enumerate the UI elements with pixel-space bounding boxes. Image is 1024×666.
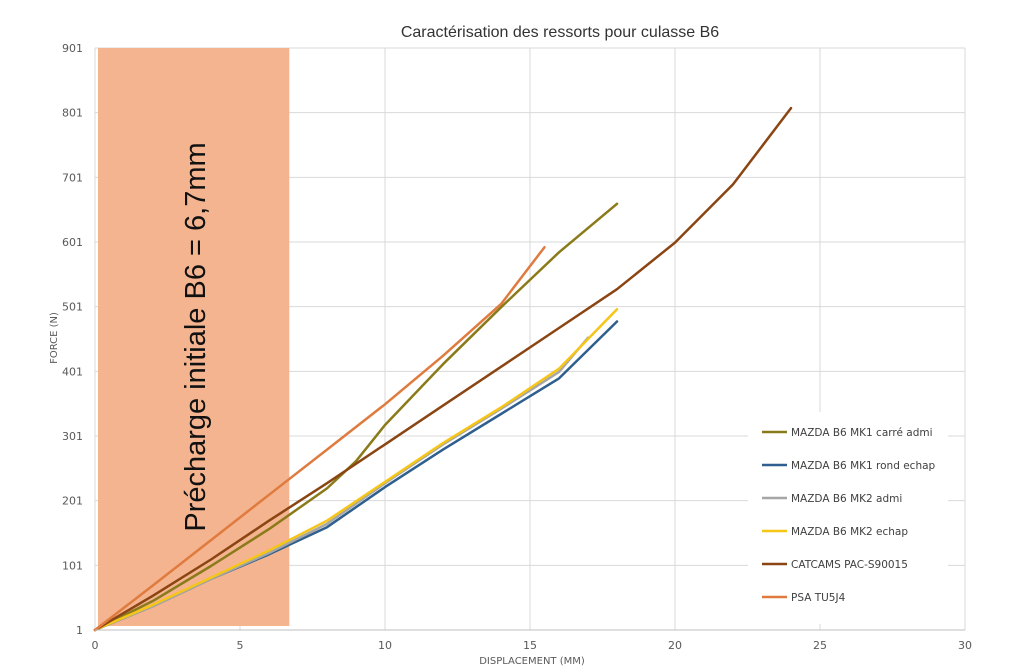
axes: 1 101 201 301 401 501 601 701 801 901 0 5 10 15 20 25 30 (62, 42, 972, 652)
y-tick-label: 401 (62, 365, 83, 378)
series-line-mazda-b6-mk2-echap (93, 308, 619, 632)
series-line-mazda-b6-mk1-carr-admi (93, 202, 619, 632)
y-tick-label: 601 (62, 236, 83, 249)
legend-label: CATCAMS PAC-S90015 (791, 559, 908, 571)
legend-label: MAZDA B6 MK1 rond echap (791, 460, 936, 472)
x-tick-label: 30 (958, 639, 972, 652)
legend-label: MAZDA B6 MK2 admi (791, 493, 902, 505)
x-tick-label: 20 (668, 639, 682, 652)
x-tick-label: 25 (813, 639, 827, 652)
y-tick-label: 201 (62, 495, 83, 508)
y-tick-label: 801 (62, 107, 83, 120)
legend-label: PSA TU5J4 (791, 592, 846, 604)
x-tick-label: 10 (378, 639, 392, 652)
preload-annotation: Précharge initiale B6 = 6,7mm (180, 142, 212, 531)
series-line-psa-tu5j4 (93, 245, 546, 632)
y-tick-label: 901 (62, 42, 83, 55)
shaded-region-layer: Précharge initiale B6 = 6,7mm (98, 48, 290, 626)
x-tick-label: 5 (237, 639, 244, 652)
y-axis-title: FORCE (N) (49, 312, 60, 364)
y-tick-label: 501 (62, 301, 83, 314)
x-tick-label: 15 (523, 639, 537, 652)
y-tick-label: 701 (62, 171, 83, 184)
x-tick-label: 0 (92, 639, 99, 652)
x-axis-title: DISPLACEMENT (MM) (479, 656, 585, 666)
legend-label: MAZDA B6 MK2 echap (791, 526, 908, 538)
y-tick-label: 301 (62, 430, 83, 443)
y-tick-label: 1 (76, 624, 83, 637)
legend-label: MAZDA B6 MK1 carré admi (791, 427, 933, 439)
chart-title: Caractérisation des ressorts pour culass… (401, 24, 719, 41)
legend-background (748, 412, 948, 624)
legend: MAZDA B6 MK1 carré admi MAZDA B6 MK1 rond… (762, 427, 936, 604)
y-tick-label: 101 (62, 559, 83, 572)
series-layer (93, 106, 793, 632)
series-line-catcams-pac-s90015 (93, 106, 793, 632)
